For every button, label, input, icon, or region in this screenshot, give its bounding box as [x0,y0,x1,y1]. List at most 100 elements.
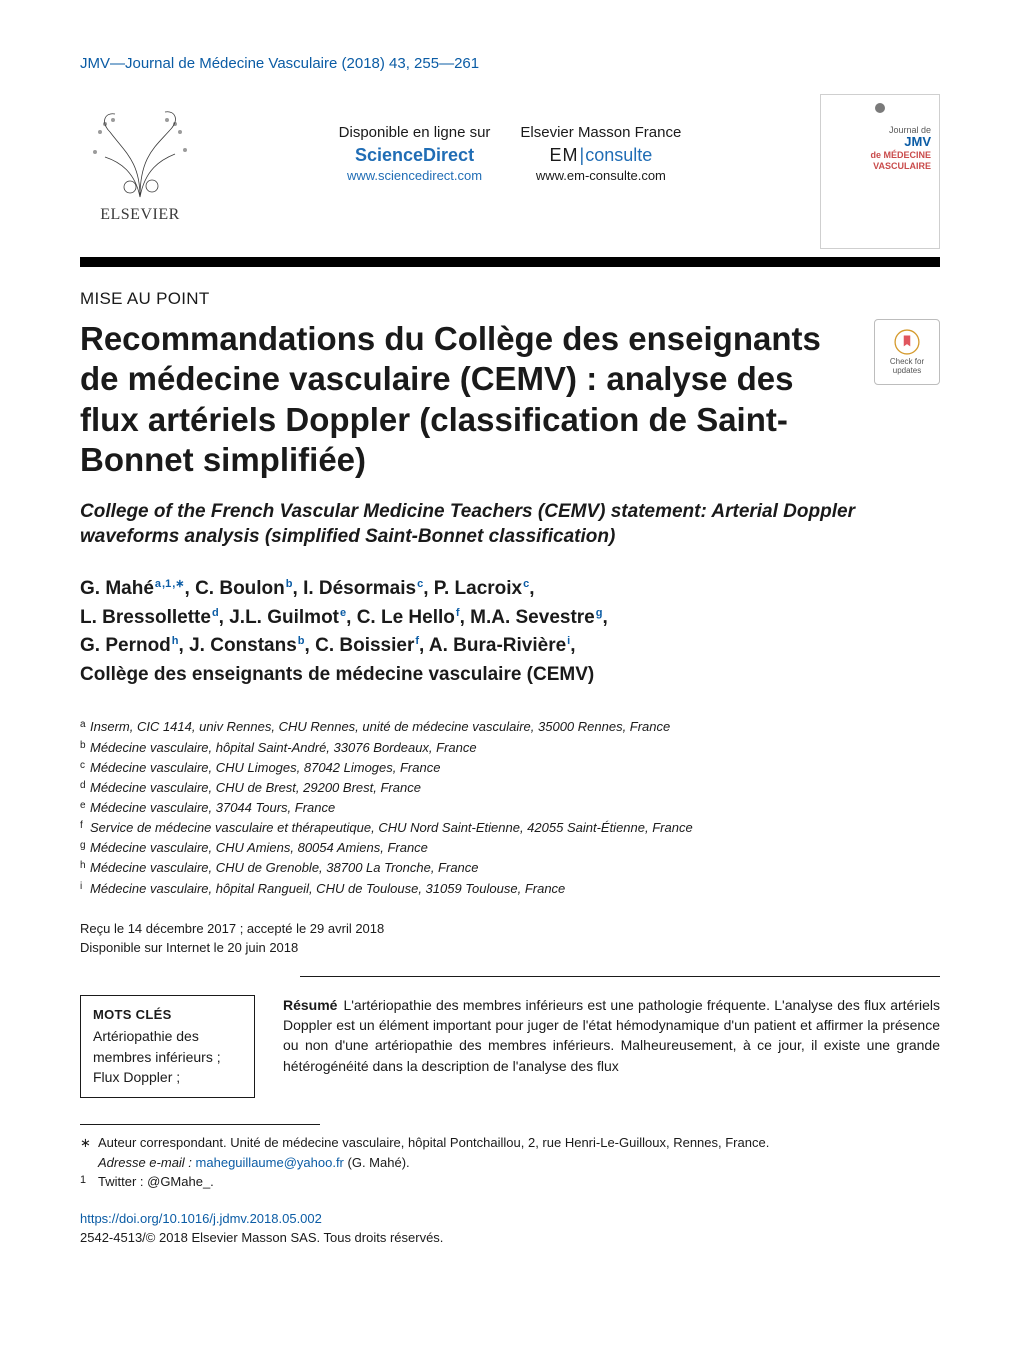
header-divider [80,257,940,267]
running-head: JMV—Journal de Médecine Vasculaire (2018… [80,55,940,72]
author-name: C. Boissier [315,635,414,656]
corr-email-link[interactable]: maheguillaume@yahoo.fr [196,1155,344,1170]
author-affil-sup[interactable]: d [211,607,219,619]
affiliation-row: c Médecine vasculaire, CHU Limoges, 8704… [80,758,940,778]
author-affil-sup[interactable]: e [339,607,346,619]
sd-availability-label: Disponible en ligne sur [339,124,491,141]
doi-link[interactable]: https://doi.org/10.1016/j.jdmv.2018.05.0… [80,1211,322,1226]
header-mid: Disponible en ligne sur ScienceDirect ww… [218,94,802,183]
abstract-body: L'artériopathie des membres inférieurs e… [283,997,940,1074]
page-root: JMV—Journal de Médecine Vasculaire (2018… [0,0,1020,1351]
author-name: J.L. Guilmot [229,607,339,628]
article-type-label: MISE AU POINT [80,289,940,309]
affiliations-list: a Inserm, CIC 1414, univ Rennes, CHU Ren… [80,717,940,898]
author-name: A. Bura-Rivière [429,635,566,656]
affiliation-text: Médecine vasculaire, hôpital Rangueil, C… [90,879,565,899]
sciencedirect-brand[interactable]: ScienceDirect [339,145,491,166]
footnotes: ∗ Auteur correspondant. Unité de médecin… [80,1133,940,1194]
em-prefix: EM [550,145,579,165]
affiliation-text: Service de médecine vasculaire et thérap… [90,818,693,838]
author-name: L. Bressollette [80,607,211,628]
author-affil-sup[interactable]: a [154,578,161,590]
affiliation-key: a [80,717,90,737]
author-name: G. Pernod [80,635,171,656]
em-publisher-label: Elsevier Masson France [520,124,681,141]
doi-block: https://doi.org/10.1016/j.jdmv.2018.05.0… [80,1210,940,1248]
author-name: I. Désormais [303,578,416,599]
author-affil-sup[interactable]: h [171,635,179,647]
keywords-body: Artériopathie des membres inférieurs ;Fl… [93,1026,242,1087]
author-affil-sup[interactable]: ,∗ [171,578,184,590]
footnote-rule [80,1124,320,1125]
email-who: (G. Mahé). [348,1155,410,1170]
affiliation-key: c [80,758,90,778]
affiliation-key: d [80,778,90,798]
abstract-top-rule [300,976,940,977]
fn1-text: Twitter : @GMahe_. [98,1172,214,1194]
affiliation-row: b Médecine vasculaire, hôpital Saint-And… [80,738,940,758]
abstract-label: Résumé [283,997,343,1013]
affiliation-text: Médecine vasculaire, CHU de Grenoble, 38… [90,858,479,878]
affiliation-text: Inserm, CIC 1414, univ Rennes, CHU Renne… [90,717,670,737]
elsevier-logo: ELSEVIER [80,94,200,224]
author-affil-sup[interactable]: c [522,578,529,590]
author-affil-sup[interactable]: b [297,635,305,647]
affiliation-row: i Médecine vasculaire, hôpital Rangueil,… [80,879,940,899]
online-date-line: Disponible sur Internet le 20 juin 2018 [80,938,940,958]
affiliation-row: h Médecine vasculaire, CHU de Grenoble, … [80,858,940,878]
header-row: ELSEVIER Disponible en ligne sur Science… [80,94,940,249]
email-label: Adresse e-mail : [98,1155,192,1170]
cover-jmv-label: JMV [870,135,931,150]
sciencedirect-url[interactable]: www.sciencedirect.com [339,168,491,183]
affiliation-key: e [80,798,90,818]
author-affil-sup[interactable]: c [416,578,423,590]
author-affil-sup[interactable]: i [566,635,570,647]
author-affil-sup[interactable]: g [595,607,603,619]
journal-cover-thumbnail[interactable]: Journal de JMV de MÉDECINE VASCULAIRE [820,94,940,249]
corr-text: Auteur correspondant. Unité de médecine … [98,1133,769,1153]
cover-text: Journal de JMV de MÉDECINE VASCULAIRE [870,125,931,171]
corr-symbol: ∗ [80,1133,98,1153]
author-affil-sup[interactable]: f [455,607,460,619]
author-group: Collège des enseignants de médecine vasc… [80,664,594,685]
author-name: P. Lacroix [434,578,522,599]
cover-vasc-label: VASCULAIRE [870,161,931,171]
emconsulte-brand[interactable]: EM|consulte [520,145,681,166]
affiliation-key: i [80,879,90,899]
elsevier-tree-icon [80,102,200,202]
keywords-box: MOTS CLÉS Artériopathie des membres infé… [80,995,255,1099]
affiliation-key: b [80,738,90,758]
emconsulte-url[interactable]: www.em-consulte.com [520,168,681,183]
fn1-symbol: 1 [80,1172,98,1194]
affiliation-key: h [80,858,90,878]
affiliation-text: Médecine vasculaire, CHU Amiens, 80054 A… [90,838,428,858]
author-name: G. Mahé [80,578,154,599]
bookmark-check-icon [894,329,920,355]
affiliation-row: e Médecine vasculaire, 37044 Tours, Fran… [80,798,940,818]
abstract-row: MOTS CLÉS Artériopathie des membres infé… [80,995,940,1099]
affiliation-row: f Service de médecine vasculaire et thér… [80,818,940,838]
cover-med-label: de MÉDECINE [870,150,931,160]
affiliation-key: g [80,838,90,858]
authors-list: G. Mahéa,1,∗, C. Boulonb, I. Désormaisc,… [80,575,940,689]
check-for-updates-button[interactable]: Check for updates [874,319,940,385]
cover-dot-icon [875,103,885,113]
em-suffix: consulte [585,145,652,165]
emconsulte-block: Elsevier Masson France EM|consulte www.e… [520,124,681,183]
affiliation-row: d Médecine vasculaire, CHU de Brest, 292… [80,778,940,798]
affiliation-text: Médecine vasculaire, CHU Limoges, 87042 … [90,758,440,778]
affiliation-row: a Inserm, CIC 1414, univ Rennes, CHU Ren… [80,717,940,737]
corresponding-author-footnote: ∗ Auteur correspondant. Unité de médecin… [80,1133,940,1153]
author-affil-sup[interactable]: b [285,578,293,590]
article-subtitle: College of the French Vascular Medicine … [80,500,940,549]
elsevier-wordmark: ELSEVIER [100,206,180,224]
affiliation-text: Médecine vasculaire, 37044 Tours, France [90,798,335,818]
article-dates: Reçu le 14 décembre 2017 ; accepté le 29… [80,919,940,958]
title-row: Recommandations du Collège des enseignan… [80,319,940,480]
copyright-line: 2542-4513/© 2018 Elsevier Masson SAS. To… [80,1230,443,1245]
affiliation-text: Médecine vasculaire, hôpital Saint-André… [90,738,477,758]
author-affil-sup[interactable]: ,1 [161,578,171,590]
author-affil-sup[interactable]: f [414,635,419,647]
sciencedirect-block: Disponible en ligne sur ScienceDirect ww… [339,124,491,183]
abstract-text: RésuméL'artériopathie des membres inféri… [283,995,940,1099]
